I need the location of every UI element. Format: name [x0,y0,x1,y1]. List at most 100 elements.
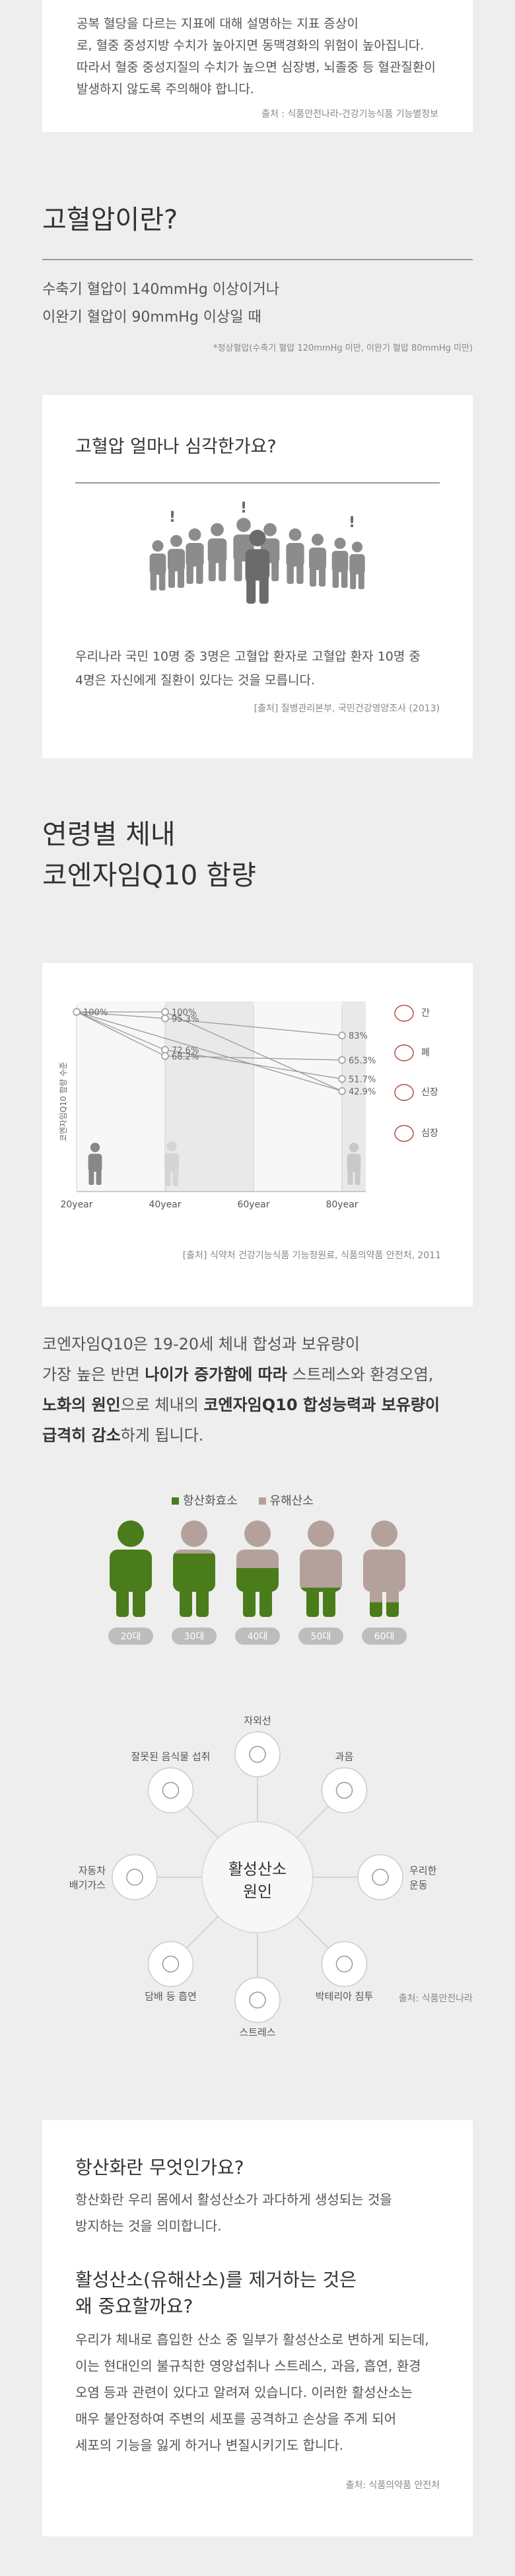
coq10-section-title: 연령별 체내 코엔자임Q10 함량 [42,814,256,896]
chart-point [338,1087,346,1095]
top-card-line: 발생하지 않도록 주의해야 합니다. [77,82,254,96]
person-leg [271,559,279,581]
question-antioxidation: 항산화란 무엇인가요? [75,2157,244,2178]
age-badge [298,1628,343,1645]
cause-icon-glyph [249,1991,266,2009]
desc-text: 으로 체내의 [120,1396,204,1414]
person-20s [88,1143,102,1185]
coq10-description: 코엔자임Q10은 19-20세 체내 합성과 보유량이 가장 높은 반면 나이가… [42,1329,478,1450]
person-head [90,1143,100,1153]
organ-legend-item: 폐 [394,1044,430,1061]
person-leg [150,571,157,590]
figure-harmful-fill [173,1521,215,1554]
desc-text: 스트레스와 환경오염, [287,1365,434,1384]
center-label: 활성산소 [228,1860,287,1878]
chart-data-label: 100% [83,1008,108,1018]
chart-x-tick: 60year [237,1199,269,1210]
person-head [351,542,363,553]
series-line-폐 [76,1011,166,1051]
cause-icon [234,1731,281,1777]
chart-data-label: 100% [172,1008,196,1018]
person-leg [178,568,184,588]
organ-legend-label: 간 [421,1008,430,1019]
person-leg [172,1169,179,1186]
figure-antioxidant-fill [363,1602,405,1617]
age-badge-label: 20대 [121,1631,141,1642]
person-figure [186,528,204,584]
desc-text: 코엔자임Q10은 19-20세 체내 합성과 보유량이 [42,1335,360,1353]
chart-data-label: 95.3% [172,1015,199,1024]
person-head [349,1143,359,1153]
people-crowd-illustration: !!! [149,500,365,604]
person-leg [350,571,357,589]
question-line: 활성산소(유해산소)를 제거하는 것은 [75,2269,357,2291]
person-torso [309,548,326,570]
hypertension-title: 고혈압이란? [42,205,178,235]
person-head [170,535,182,547]
organ-legend-label: 신장 [421,1087,438,1098]
desc-emphasis: 나이가 증가함에 따라 [145,1365,287,1384]
age-figures: 20대 30대 40대 50대 60대 [108,1521,407,1645]
coq10-title-line1: 연령별 체내 [42,818,176,850]
person-head [236,518,251,532]
chart-point [161,1008,169,1016]
figure-antioxidant-fill [236,1568,279,1617]
answer-free-radical-removal: 우리가 체내로 흡입한 산소 중 일부가 활성산소로 변하게 되는데, 이는 현… [75,2326,445,2458]
figure-antioxidant-fill [173,1553,215,1617]
age-badge-label: 60대 [374,1631,395,1642]
severity-divider [75,482,440,483]
series-line-간 [76,1011,166,1019]
person-leg [259,576,269,604]
answer-antioxidation: 항산화란 우리 몸에서 활성산소가 과다하게 생성되는 것을 방지하는 것을 의… [75,2186,445,2239]
person-torso [331,550,349,573]
center-label: 원인 [243,1882,272,1901]
coq10-title-line2: 코엔자임Q10 함량 [42,859,256,891]
severity-card: 고혈압 얼마나 심각한가요? !!! 우리나라 국민 10명 중 3명은 고혈압… [42,395,473,758]
person-head [289,528,302,541]
person-torso [286,543,304,567]
series-line-간 [164,1018,343,1036]
age-badge-label: 50대 [311,1631,331,1642]
chart-point [338,1056,346,1064]
figure-antioxidant-fill [300,1587,342,1617]
person-leg [196,563,203,584]
organ-legend-label: 심장 [421,1128,438,1139]
person-leg [158,571,166,590]
person-leg [164,1169,171,1186]
person-figure [149,540,166,590]
person-leg [246,576,256,604]
legend-swatch-antioxidant [172,1497,179,1505]
organ-legend-item: 심장 [394,1125,438,1142]
person-figure [286,528,304,584]
person-leg [319,567,326,587]
cause-icon-glyph [162,1955,180,1973]
exclamation-mark: ! [240,500,247,517]
cause-label: 과음 [335,1750,354,1762]
legend-swatch-harmful [258,1497,266,1505]
series-line-신장 [76,1011,166,1057]
exclamation-mark: ! [349,515,355,531]
cause-icon-glyph [335,1781,353,1799]
legend-harmful: 유해산소 [258,1494,314,1508]
person-figure-highlight [245,530,270,604]
person-figure [207,523,227,581]
age-badge [172,1628,217,1645]
person-leg [287,563,294,584]
series-line-trend [76,1011,343,1092]
organ-폐-icon [394,1044,414,1061]
person-torso [207,538,227,563]
chart-data-label: 72.6% [172,1046,199,1056]
cause-icon [147,1941,194,1987]
severity-body: 우리나라 국민 10명 중 3명은 고혈압 환자로 고혈압 환자 10명 중 4… [75,645,452,692]
chart-point [161,1015,169,1022]
chart-point [338,1031,346,1040]
person-leg [310,567,316,587]
person-leg [186,563,193,584]
age-badge-label: 40대 [248,1631,268,1642]
question-free-radical-removal: 활성산소(유해산소)를 제거하는 것은 왜 중요할까요? [75,2267,357,2320]
person-leg [332,569,339,588]
person-torso [186,543,204,567]
organ-legend-label: 폐 [421,1048,430,1058]
cause-icon-glyph [126,1869,143,1886]
person-leg [208,559,216,581]
